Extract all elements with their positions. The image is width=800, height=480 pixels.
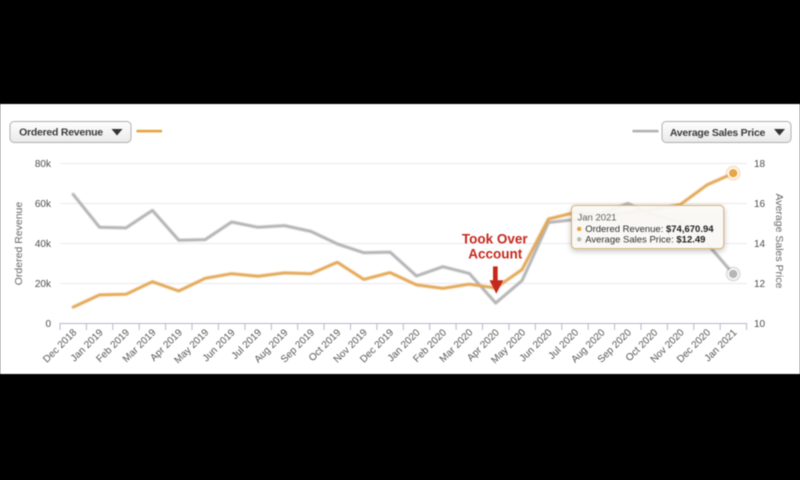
svg-text:16: 16 xyxy=(754,199,766,210)
svg-text:Ordered Revenue: $74,670.94: Ordered Revenue: $74,670.94 xyxy=(585,224,714,235)
svg-text:10: 10 xyxy=(754,319,766,330)
svg-text:18: 18 xyxy=(754,159,766,170)
svg-text:12: 12 xyxy=(754,279,766,290)
svg-text:20k: 20k xyxy=(35,279,52,290)
svg-text:Jan 2021: Jan 2021 xyxy=(578,213,617,224)
svg-text:Average Sales Price: Average Sales Price xyxy=(773,194,785,289)
svg-text:Ordered Revenue: Ordered Revenue xyxy=(13,202,25,286)
svg-text:Average Sales Price: Average Sales Price xyxy=(670,127,766,139)
svg-text:Average Sales Price: $12.49: Average Sales Price: $12.49 xyxy=(585,235,705,246)
svg-text:Ordered Revenue: Ordered Revenue xyxy=(19,126,103,138)
svg-text:80k: 80k xyxy=(35,159,52,170)
svg-text:0: 0 xyxy=(45,319,51,330)
svg-text:60k: 60k xyxy=(35,199,52,210)
svg-text:40k: 40k xyxy=(35,239,52,250)
svg-text:Account: Account xyxy=(468,247,523,262)
svg-text:14: 14 xyxy=(754,239,766,250)
svg-text:Took Over: Took Over xyxy=(462,231,529,246)
